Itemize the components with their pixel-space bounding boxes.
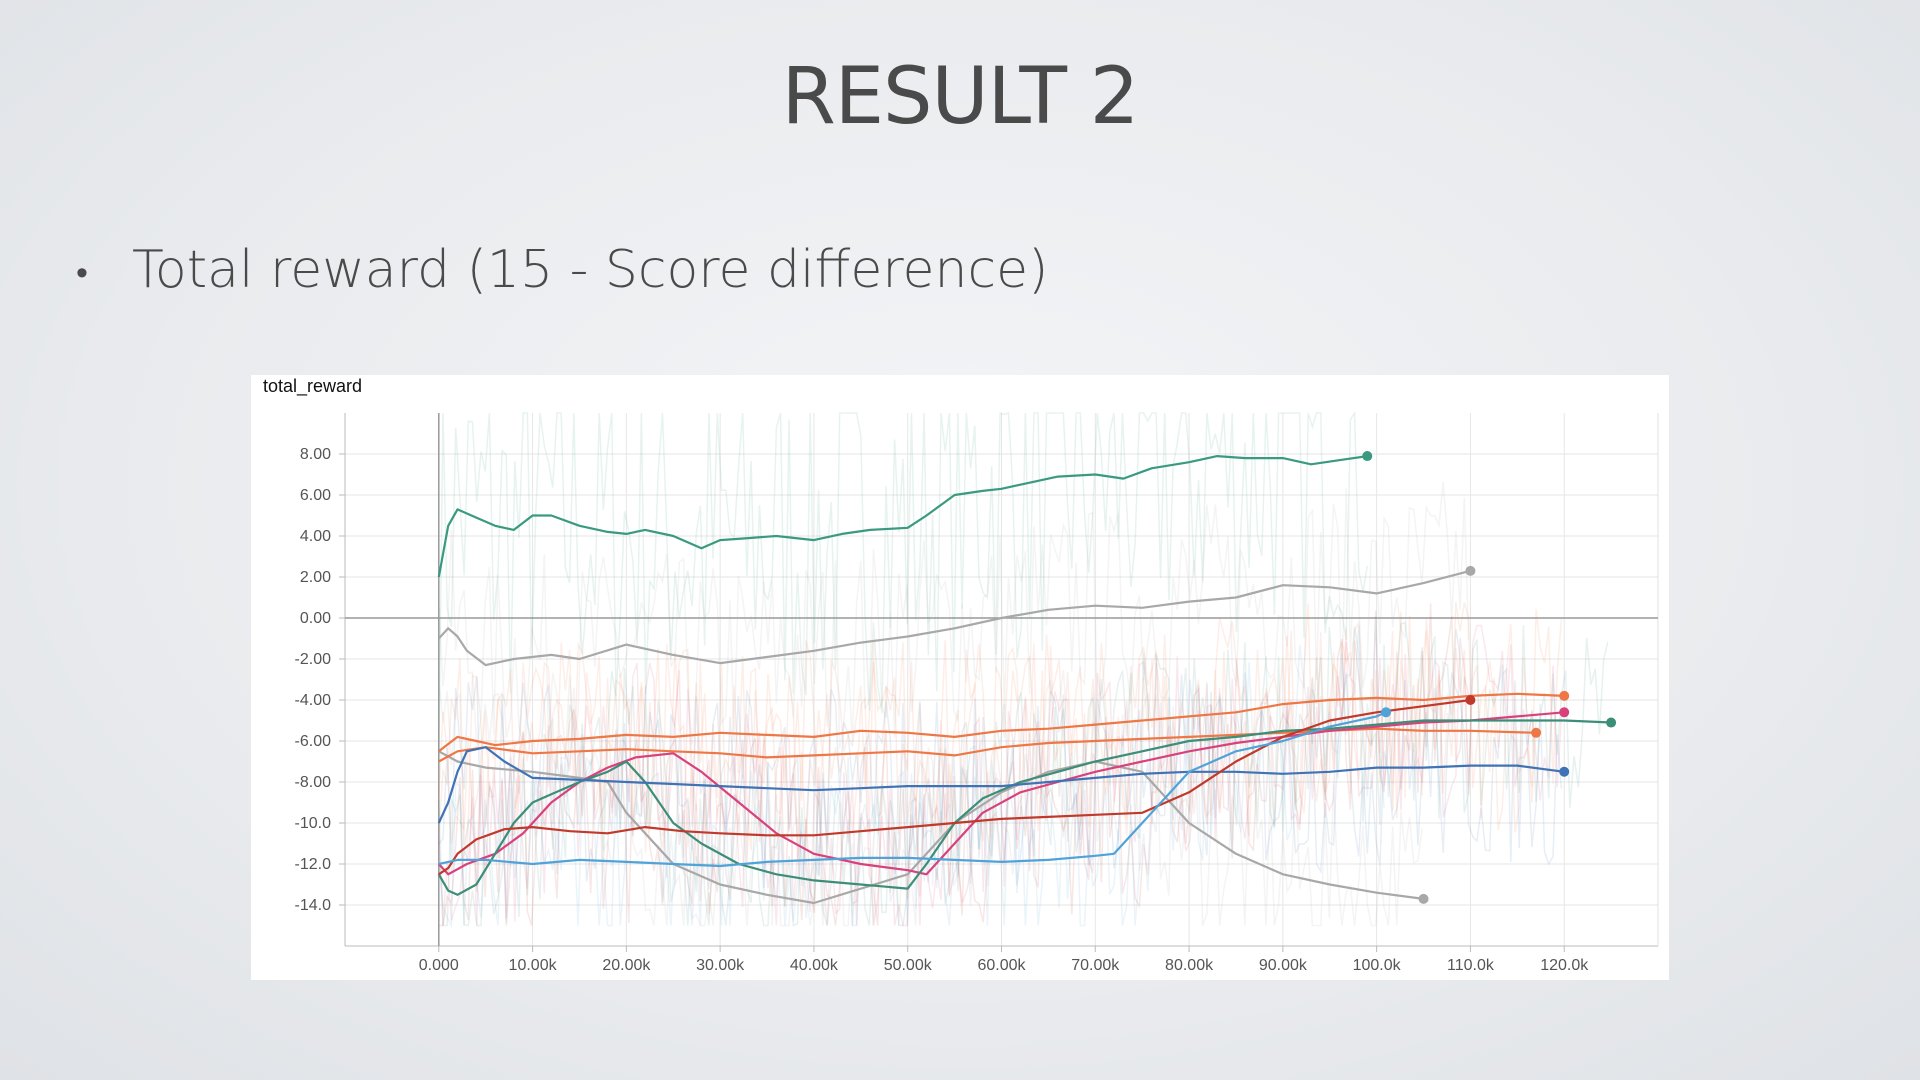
raw-series-noise bbox=[438, 602, 1563, 844]
y-tick-label: -4.00 bbox=[295, 692, 332, 709]
raw-series-noise bbox=[438, 621, 1609, 927]
bullet-item: • Total reward (15 - Score difference) bbox=[76, 240, 1048, 300]
raw-series-noise bbox=[438, 667, 1563, 888]
series-line bbox=[437, 719, 1612, 896]
y-tick-label: -2.00 bbox=[295, 651, 332, 668]
chart-title: total_reward bbox=[263, 376, 363, 396]
x-tick-label: 110.0k bbox=[1447, 957, 1495, 974]
x-tick-label: 0.000 bbox=[419, 957, 459, 974]
y-tick-label: 2.00 bbox=[300, 569, 331, 586]
series-end-point bbox=[1559, 707, 1570, 718]
x-tick-label: 20.00k bbox=[602, 957, 651, 974]
line-chart: 0.000 10.00k 20.00k 30.00k 40.00k 50.00k 60.00… bbox=[295, 410, 1659, 974]
chart-panel: total_reward 0.000 10.00k 20.00k 30.00k 40.0… bbox=[251, 375, 1669, 980]
y-tick-label: -12.0 bbox=[295, 856, 332, 873]
series-line bbox=[437, 746, 1565, 824]
y-tick-label: 6.00 bbox=[300, 487, 331, 504]
y-tick-label: -6.00 bbox=[295, 733, 332, 750]
y-tick-label: 4.00 bbox=[300, 528, 331, 545]
y-tick-label: 0.00 bbox=[300, 610, 331, 627]
series-line bbox=[437, 711, 1565, 876]
bullet-point-icon: • bbox=[76, 253, 88, 293]
x-tick-label: 90.00k bbox=[1259, 957, 1308, 974]
x-tick-label: 30.00k bbox=[696, 957, 745, 974]
x-tick-label: 70.00k bbox=[1071, 957, 1120, 974]
x-tick-label: 100.0k bbox=[1353, 957, 1402, 974]
x-tick-label: 50.00k bbox=[884, 957, 933, 974]
series-end-point bbox=[1606, 717, 1617, 728]
series-line bbox=[437, 455, 1368, 578]
y-tick-label: -10.0 bbox=[295, 815, 332, 832]
series-end-point bbox=[1559, 766, 1570, 777]
series-end-point bbox=[1362, 451, 1373, 462]
x-tick-label: 120.0k bbox=[1540, 957, 1589, 974]
series-end-point bbox=[1418, 893, 1429, 904]
series-end-point bbox=[1381, 707, 1392, 718]
series-line bbox=[437, 569, 1471, 667]
x-tick-label: 60.00k bbox=[977, 957, 1026, 974]
series-end-point bbox=[1559, 690, 1570, 701]
raw-series-noise bbox=[438, 603, 1470, 927]
y-tick-label: -14.0 bbox=[295, 897, 332, 914]
bullet-text: Total reward (15 - Score difference) bbox=[132, 240, 1049, 300]
raw-series-noise bbox=[438, 410, 1369, 762]
x-tick-label: 10.00k bbox=[509, 957, 558, 974]
series-end-point bbox=[1531, 727, 1542, 738]
slide-title: RESULT 2 bbox=[781, 52, 1140, 142]
series-end-point bbox=[1465, 695, 1476, 705]
x-tick-label: 40.00k bbox=[790, 957, 839, 974]
series-line bbox=[438, 692, 1565, 753]
series-line bbox=[438, 750, 1424, 905]
y-tick-label: -8.00 bbox=[295, 774, 332, 791]
raw-series-noise bbox=[438, 630, 1537, 859]
raw-series-noise bbox=[438, 481, 1470, 759]
series-line bbox=[438, 711, 1387, 868]
x-tick-label: 80.00k bbox=[1165, 957, 1214, 974]
raw-series-noise bbox=[438, 615, 1385, 929]
series-end-point bbox=[1465, 565, 1476, 576]
raw-series-noise bbox=[438, 669, 1423, 927]
y-tick-label: 8.00 bbox=[300, 446, 331, 463]
